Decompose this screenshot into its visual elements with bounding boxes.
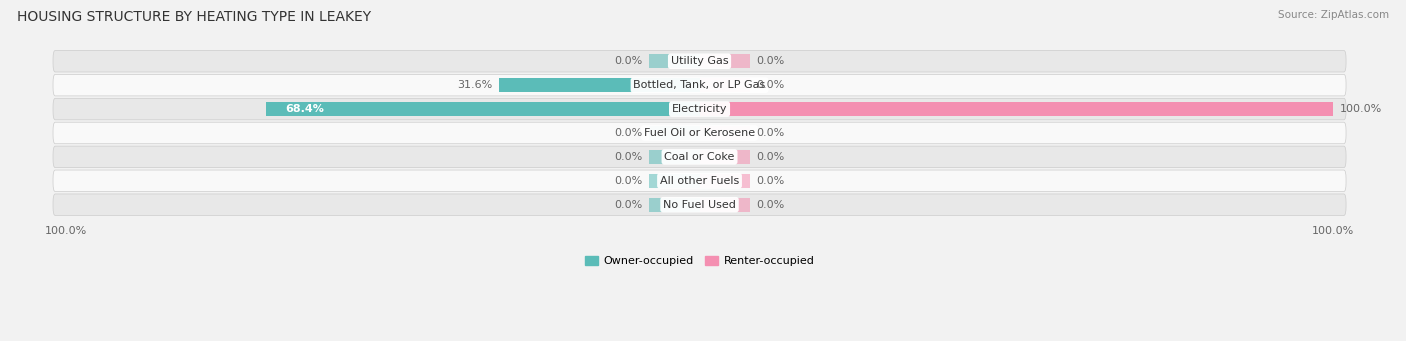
Text: Source: ZipAtlas.com: Source: ZipAtlas.com [1278,10,1389,20]
Text: Electricity: Electricity [672,104,727,114]
Text: 0.0%: 0.0% [756,176,785,186]
Bar [700,174,751,188]
Bar [700,54,751,69]
Text: 68.4%: 68.4% [285,104,323,114]
FancyBboxPatch shape [53,122,1346,144]
Bar [648,197,700,212]
Bar [700,126,751,140]
Text: All other Fuels: All other Fuels [659,176,740,186]
Bar [700,78,751,92]
Text: 0.0%: 0.0% [756,200,785,210]
Text: 0.0%: 0.0% [756,128,785,138]
Bar [700,197,751,212]
Legend: Owner-occupied, Renter-occupied: Owner-occupied, Renter-occupied [581,251,818,270]
Bar [266,102,700,116]
Bar [648,150,700,164]
Bar [648,174,700,188]
FancyBboxPatch shape [53,98,1346,120]
Text: 0.0%: 0.0% [614,56,643,66]
Text: 0.0%: 0.0% [756,80,785,90]
Text: HOUSING STRUCTURE BY HEATING TYPE IN LEAKEY: HOUSING STRUCTURE BY HEATING TYPE IN LEA… [17,10,371,24]
FancyBboxPatch shape [53,170,1346,192]
Text: Utility Gas: Utility Gas [671,56,728,66]
Text: 0.0%: 0.0% [614,176,643,186]
FancyBboxPatch shape [53,74,1346,96]
Text: 0.0%: 0.0% [756,152,785,162]
Bar [648,126,700,140]
Bar [648,54,700,69]
Text: 0.0%: 0.0% [614,128,643,138]
Text: No Fuel Used: No Fuel Used [664,200,735,210]
FancyBboxPatch shape [53,146,1346,168]
Text: 0.0%: 0.0% [614,200,643,210]
Bar [700,102,1333,116]
Text: Fuel Oil or Kerosene: Fuel Oil or Kerosene [644,128,755,138]
Text: 100.0%: 100.0% [1340,104,1382,114]
Text: 0.0%: 0.0% [756,56,785,66]
FancyBboxPatch shape [53,194,1346,216]
Text: Coal or Coke: Coal or Coke [665,152,735,162]
FancyBboxPatch shape [53,50,1346,72]
Bar [700,150,751,164]
Text: Bottled, Tank, or LP Gas: Bottled, Tank, or LP Gas [634,80,766,90]
Text: 0.0%: 0.0% [614,152,643,162]
Text: 31.6%: 31.6% [458,80,494,90]
Bar [499,78,700,92]
